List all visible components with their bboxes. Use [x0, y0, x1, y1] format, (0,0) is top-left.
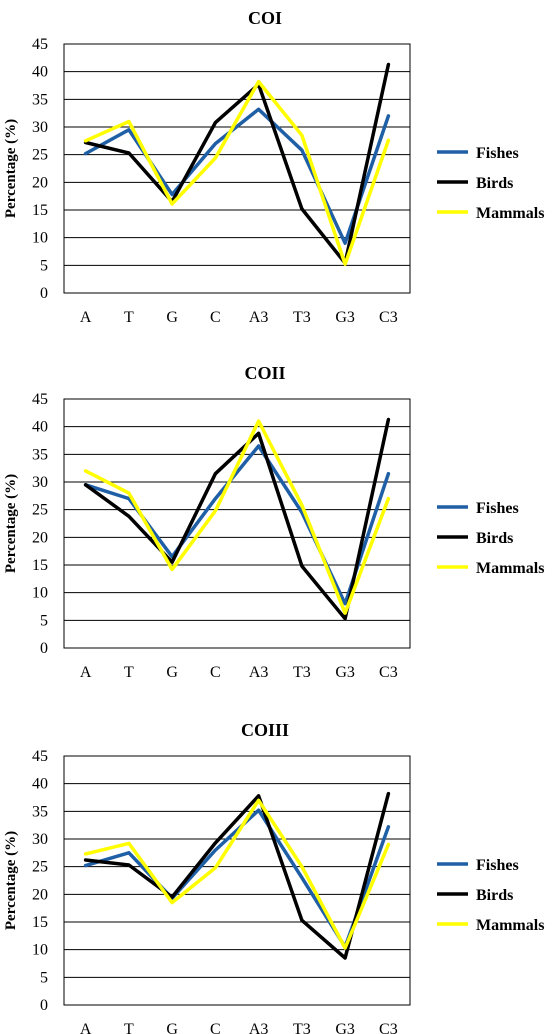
series-line-birds	[83, 62, 391, 265]
plot-area	[63, 755, 411, 1006]
x-tick-label: A	[80, 1021, 92, 1034]
y-tick-label: 45	[32, 391, 48, 408]
y-tick-label: 0	[40, 997, 48, 1014]
series-line-mammals	[83, 798, 391, 950]
y-tick-label: 45	[32, 36, 48, 53]
x-tick-label: A3	[249, 309, 269, 326]
y-tick-label: 40	[32, 419, 48, 436]
y-axis-label: Percentage (%)	[3, 831, 19, 930]
x-tick-label: T	[124, 309, 134, 326]
legend-label-birds: Birds	[476, 175, 513, 192]
chart-panel-1: COI 0 5 10 15 20 25 30 35 40 45 A T G C A3 T3 G3 C3 Percent…	[3, 8, 544, 326]
y-axis-label: Percentage (%)	[3, 119, 19, 218]
y-tick-label: 10	[32, 230, 48, 247]
y-tick-label: 45	[32, 748, 48, 765]
chart-panel-2: COII 0 5 10 15 20 25 30 35 40 45 A T G C A3 T3 G3 C3 Percen…	[3, 363, 544, 681]
y-tick-label: 20	[32, 174, 48, 191]
series-line-mammals	[83, 419, 391, 615]
x-tick-label: G3	[335, 664, 355, 681]
x-tick-label: G	[166, 1021, 178, 1034]
chart-title: COI	[248, 8, 282, 28]
plot-area	[63, 43, 411, 294]
x-tick-label: T3	[293, 309, 311, 326]
y-tick-label: 35	[32, 803, 48, 820]
x-tick-label: G3	[335, 309, 355, 326]
x-tick-label: C3	[379, 309, 398, 326]
x-tick-label: A3	[249, 664, 269, 681]
y-tick-label: 0	[40, 285, 48, 302]
legend-label-birds: Birds	[476, 887, 513, 904]
y-tick-label: 20	[32, 529, 48, 546]
series-line-birds	[83, 791, 391, 960]
y-tick-label: 30	[32, 474, 48, 491]
legend-label-fishes: Fishes	[476, 857, 519, 874]
x-tick-label: C3	[379, 664, 398, 681]
y-tick-label: 10	[32, 942, 48, 959]
y-tick-label: 15	[32, 557, 48, 574]
x-tick-label: T	[124, 1021, 134, 1034]
y-tick-label: 35	[32, 446, 48, 463]
y-tick-label: 25	[32, 147, 48, 164]
x-tick-label: C	[210, 309, 221, 326]
x-tick-label: G	[166, 309, 178, 326]
x-tick-label: A3	[249, 1021, 269, 1034]
x-tick-label: C3	[379, 1021, 398, 1034]
series-line-fishes	[83, 107, 391, 245]
y-tick-label: 25	[32, 502, 48, 519]
x-tick-label: G3	[335, 1021, 355, 1034]
x-tick-label: G	[166, 664, 178, 681]
legend-label-fishes: Fishes	[476, 500, 519, 517]
y-tick-label: 0	[40, 640, 48, 657]
legend-label-mammals: Mammals	[476, 560, 544, 577]
chart-title: COII	[244, 363, 285, 383]
x-tick-label: T	[124, 664, 134, 681]
x-tick-label: C	[210, 1021, 221, 1034]
y-tick-label: 5	[40, 969, 48, 986]
x-tick-label: C	[210, 664, 221, 681]
legend-label-fishes: Fishes	[476, 145, 519, 162]
x-tick-label: A	[80, 309, 92, 326]
series-line-fishes	[83, 808, 391, 949]
legend-label-mammals: Mammals	[476, 917, 544, 934]
y-tick-label: 30	[32, 831, 48, 848]
y-tick-label: 40	[32, 64, 48, 81]
series-line-mammals	[83, 79, 391, 266]
plot-area	[63, 398, 411, 649]
series-line-birds	[83, 417, 391, 621]
x-tick-label: A	[80, 664, 92, 681]
legend-label-mammals: Mammals	[476, 205, 544, 222]
y-tick-label: 35	[32, 91, 48, 108]
y-tick-label: 10	[32, 585, 48, 602]
y-axis-label: Percentage (%)	[3, 474, 19, 573]
y-tick-label: 15	[32, 202, 48, 219]
y-tick-label: 20	[32, 886, 48, 903]
chart-panel-3: COIII 0 5 10 15 20 25 30 35 40 45 A T G C A3 T3 G3 C3 Perce…	[3, 720, 544, 1034]
chart-title: COIII	[241, 720, 289, 740]
y-tick-label: 25	[32, 859, 48, 876]
x-tick-label: T3	[293, 1021, 311, 1034]
x-tick-label: T3	[293, 664, 311, 681]
y-tick-label: 5	[40, 257, 48, 274]
y-tick-label: 40	[32, 776, 48, 793]
y-tick-label: 15	[32, 914, 48, 931]
legend-label-birds: Birds	[476, 530, 513, 547]
y-tick-label: 30	[32, 119, 48, 136]
y-tick-label: 5	[40, 612, 48, 629]
